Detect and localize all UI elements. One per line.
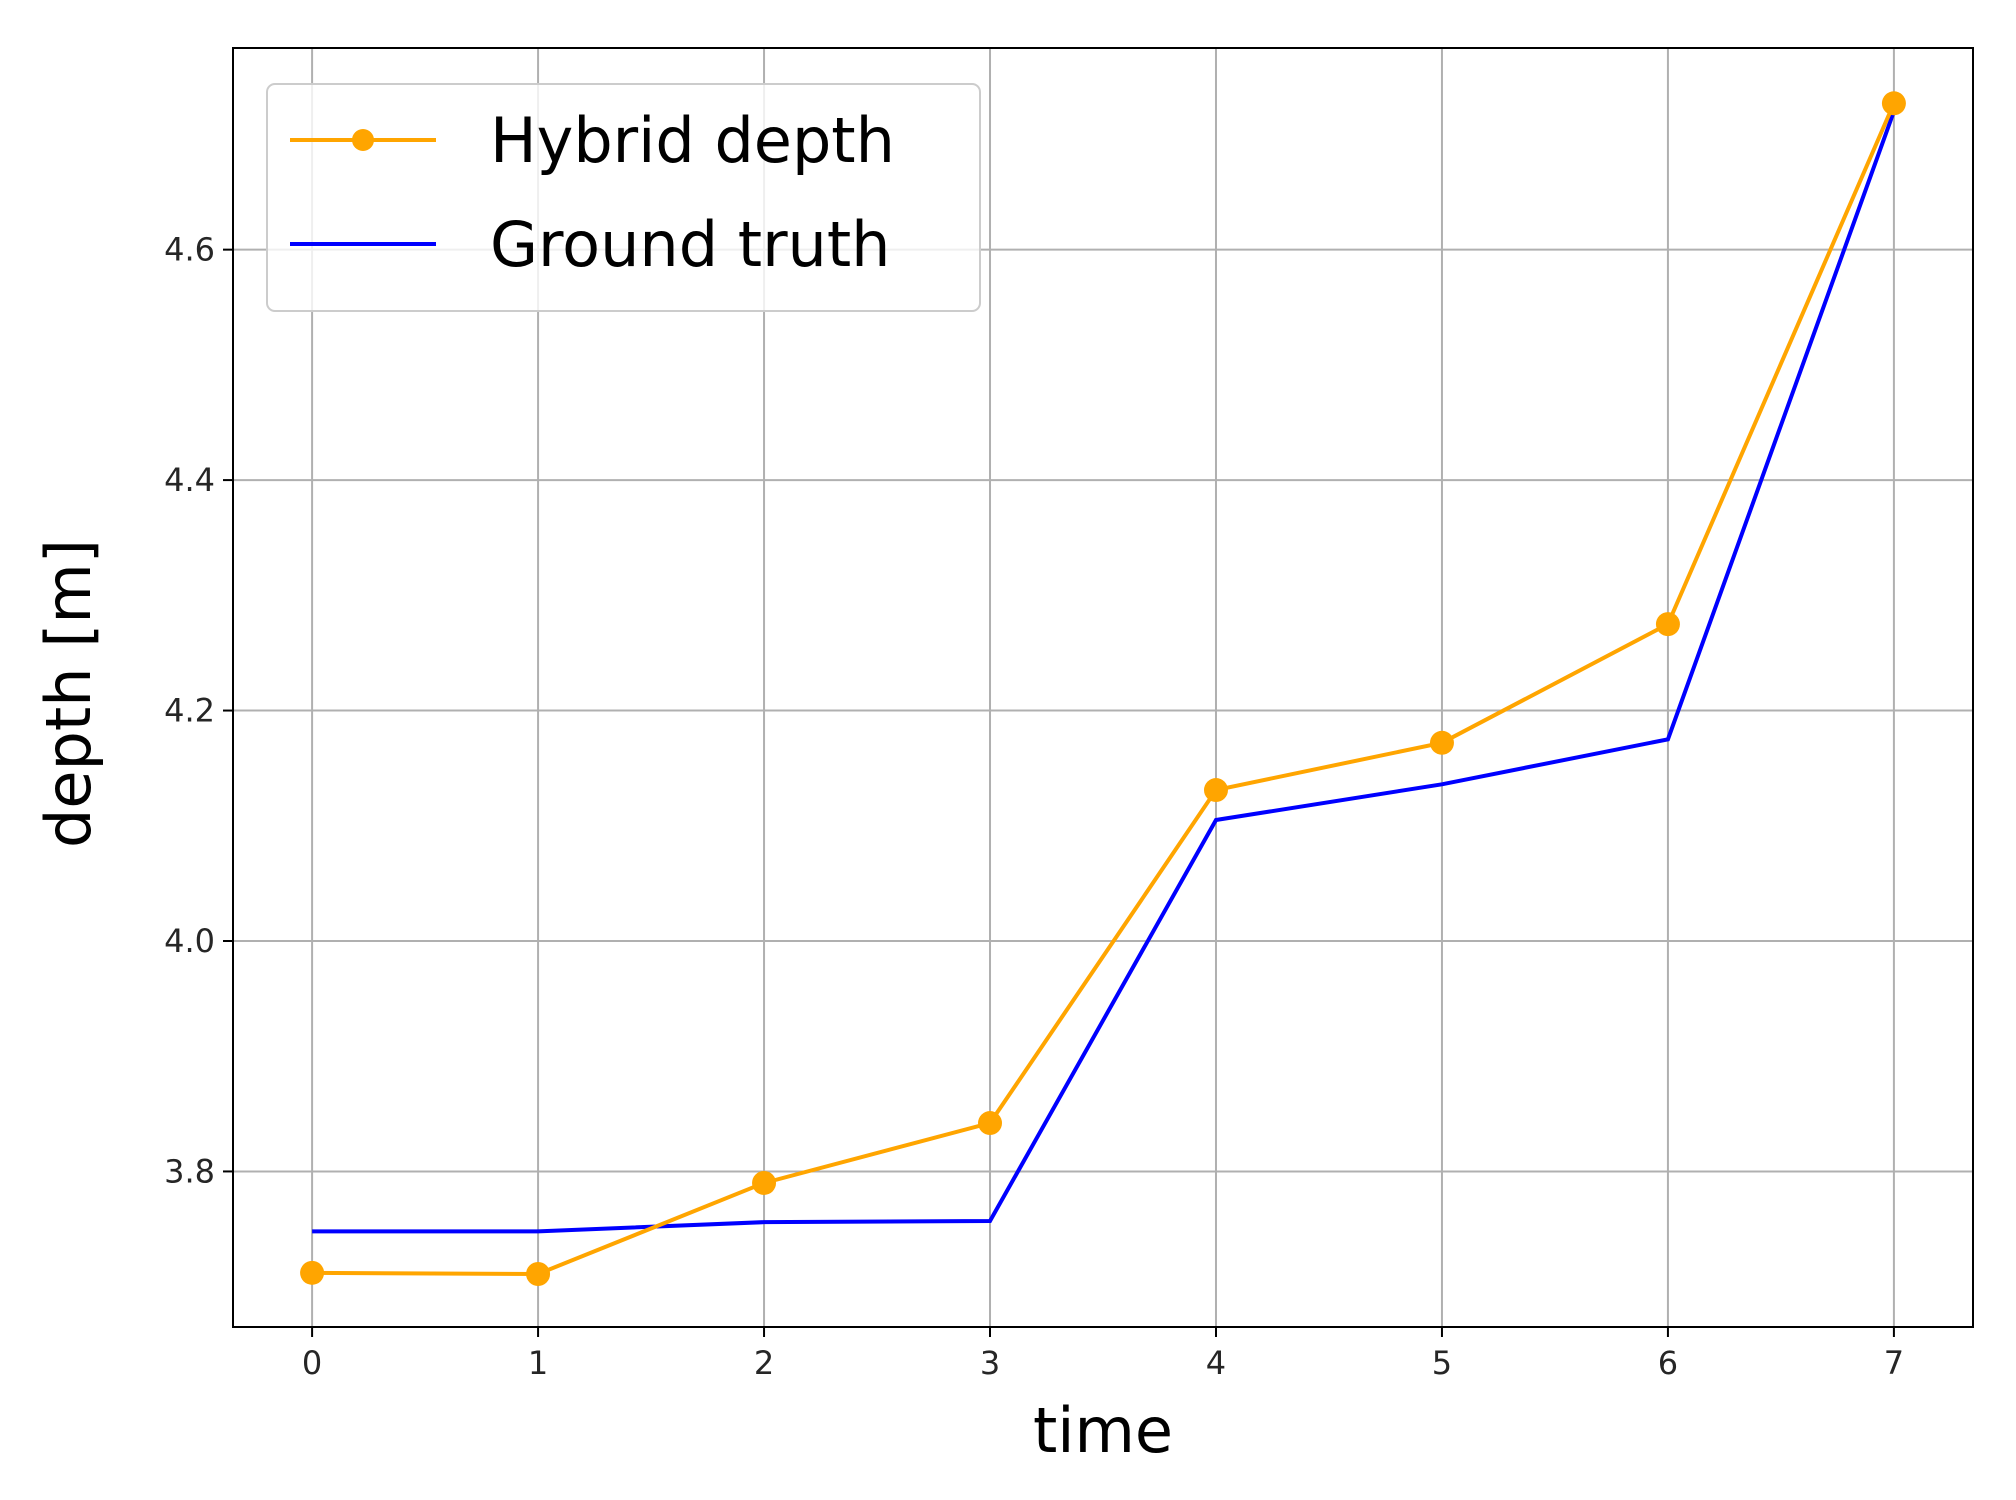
data-point-hybrid-depth-1: [526, 1261, 551, 1286]
y-tick-label-4.4: 4.4: [164, 461, 215, 499]
y-tick-label-3.8: 3.8: [164, 1152, 215, 1190]
legend: Hybrid depth Ground truth: [266, 83, 981, 312]
legend-marker-hybrid-depth: [352, 129, 374, 151]
x-tick-label-6: 6: [1658, 1344, 1678, 1382]
series-line-ground-truth: [312, 110, 1896, 1234]
data-point-hybrid-depth-2: [752, 1170, 777, 1195]
data-point-hybrid-depth-6: [1655, 612, 1680, 637]
ticks: 0 1 2 3 4 5 6 7 3.8 4.0 4.2 4.4 4.6: [164, 231, 1904, 1382]
plot-frame: [232, 47, 1974, 1328]
x-tick-label-4: 4: [1206, 1344, 1226, 1382]
data-point-hybrid-depth-5: [1429, 730, 1454, 755]
data-point-hybrid-depth-7: [1881, 91, 1906, 116]
series-layer: [300, 91, 1906, 1286]
x-axis-label: time: [1033, 1394, 1173, 1467]
legend-label-ground-truth: Ground truth: [490, 208, 890, 281]
legend-label-hybrid-depth: Hybrid depth: [490, 104, 895, 177]
series-line-hybrid-depth: [312, 102, 1896, 1276]
y-tick-label-4.0: 4.0: [164, 922, 215, 960]
x-tick-label-3: 3: [980, 1344, 1000, 1382]
y-axis-label: depth [m]: [32, 539, 105, 848]
x-tick-label-2: 2: [754, 1344, 774, 1382]
data-point-hybrid-depth-4: [1203, 778, 1228, 803]
data-point-hybrid-depth-3: [978, 1111, 1003, 1136]
y-tick-label-4.2: 4.2: [164, 692, 215, 730]
x-tick-label-7: 7: [1884, 1344, 1904, 1382]
legend-box: [266, 83, 981, 312]
y-tick-label-4.6: 4.6: [164, 231, 215, 269]
x-tick-label-0: 0: [302, 1344, 322, 1382]
x-tick-label-5: 5: [1432, 1344, 1452, 1382]
data-point-hybrid-depth-0: [300, 1260, 325, 1285]
x-tick-label-1: 1: [528, 1344, 548, 1382]
